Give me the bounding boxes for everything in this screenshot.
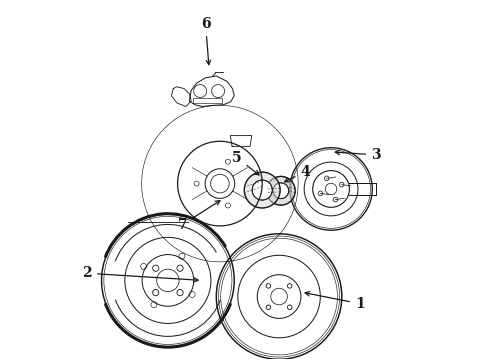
Circle shape (177, 265, 183, 271)
Text: 7: 7 (177, 201, 220, 232)
Circle shape (273, 183, 289, 199)
Text: 6: 6 (201, 17, 211, 65)
Circle shape (245, 172, 280, 208)
Text: 1: 1 (305, 292, 365, 311)
Circle shape (177, 289, 183, 296)
Circle shape (152, 265, 159, 271)
Circle shape (266, 305, 270, 310)
Circle shape (267, 176, 295, 205)
Circle shape (288, 305, 292, 310)
Text: 2: 2 (82, 266, 198, 282)
Circle shape (288, 284, 292, 288)
Circle shape (340, 182, 344, 187)
Circle shape (333, 197, 338, 202)
Circle shape (252, 180, 272, 200)
Circle shape (318, 191, 323, 195)
Circle shape (324, 176, 329, 181)
Text: 3: 3 (335, 148, 381, 162)
Text: 4: 4 (285, 165, 310, 182)
Circle shape (266, 284, 270, 288)
Text: 5: 5 (232, 151, 259, 175)
Circle shape (152, 289, 159, 296)
